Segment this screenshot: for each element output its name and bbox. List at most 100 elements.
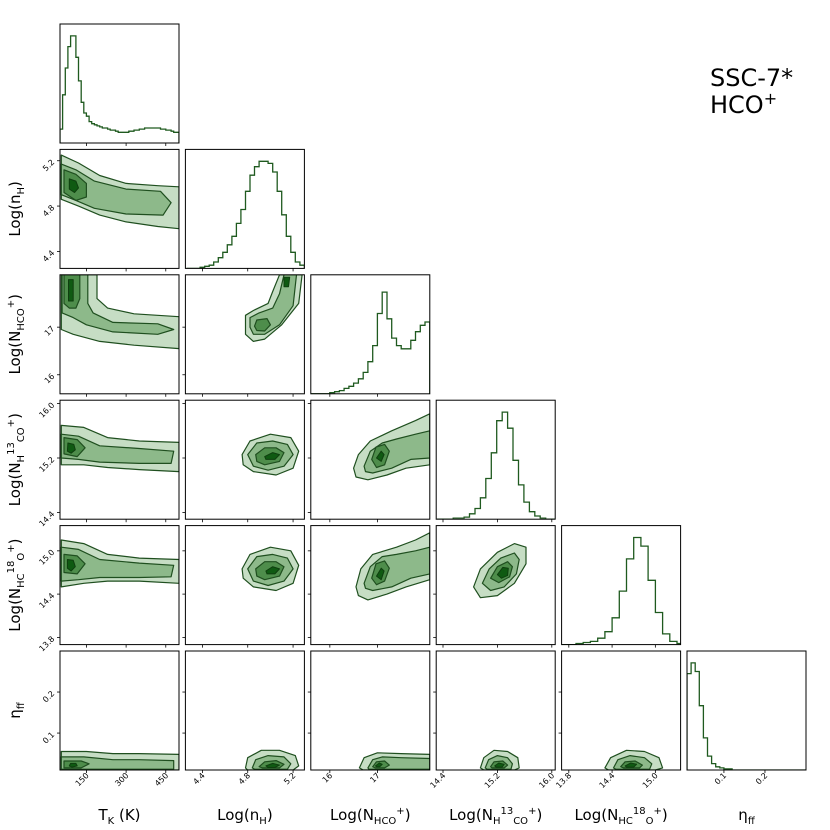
x-axis-label-eta: ηff [738, 806, 756, 827]
x-tick-label-nh13: 15.2 [483, 771, 502, 790]
panel-frame [59, 525, 180, 646]
histogram-eta [687, 662, 806, 770]
contour-level-4 [283, 276, 291, 288]
x-tick-label-nhc18: 13.8 [554, 771, 573, 790]
contour-level-2 [60, 433, 175, 464]
y-axis-label-eta: ηff [6, 701, 27, 719]
panel-frame [59, 148, 180, 269]
y-axis-label-nhc18: Log(NHC18O+) [6, 538, 27, 631]
panel-frame [435, 399, 556, 520]
histogram-nhc18 [561, 536, 681, 645]
contour-nhco-nhc18 [355, 532, 430, 601]
y-tick-label-nh13: 14.4 [37, 509, 56, 528]
y-axis-label-nhco: Log(NHCO+) [6, 294, 27, 375]
contour-level-4 [68, 178, 79, 193]
x-tick-label-nh13: 14.4 [428, 771, 447, 790]
contour-nh-nhc18 [241, 546, 300, 592]
y-tick-label-nhc18: 15.0 [37, 548, 56, 567]
contour-tk-nh [60, 154, 179, 230]
contour-level-2 [60, 756, 175, 770]
contour-level-4 [66, 442, 76, 454]
y-tick-label-nhc18: 13.8 [37, 634, 56, 653]
contour-nh-nh13 [241, 433, 300, 476]
contour-nh13-eta [479, 749, 520, 770]
y-tick-label-nh: 4.8 [41, 203, 56, 218]
x-axis-label-nhco: Log(NHCO+) [330, 806, 411, 827]
x-tick-label-tk: 150 [74, 771, 91, 788]
contour-level-4 [376, 567, 385, 581]
contour-nh-eta [244, 749, 300, 770]
y-tick-label-eta: 0.1 [41, 730, 56, 745]
contour-nhc18-eta [604, 749, 664, 770]
contour-nh13-nhc18 [473, 543, 527, 599]
contour-tk-eta [60, 750, 179, 770]
x-tick-label-nh: 4.4 [191, 771, 206, 786]
y-tick-label-nh: 4.4 [41, 248, 56, 263]
panel-frame [59, 274, 180, 395]
panel-frame [184, 650, 305, 771]
contour-level-4 [264, 452, 280, 460]
x-tick-label-eta: 0.2 [754, 771, 769, 786]
panel-frame [59, 399, 180, 520]
x-tick-label-nhco: 16 [321, 771, 335, 785]
histogram-nh13 [436, 411, 556, 520]
contour-level-2 [60, 546, 175, 582]
panel-frame [184, 399, 305, 520]
contour-level-4 [66, 559, 76, 572]
contour-nhco-eta [358, 752, 430, 770]
y-axis-label-nh: Log(nH) [6, 181, 27, 237]
panel-frame [310, 399, 431, 520]
y-tick-label-nh: 5.2 [41, 158, 56, 173]
contour-level-4 [265, 566, 280, 575]
y-tick-label-nh13: 15.2 [37, 455, 56, 474]
contour-level-2 [61, 274, 175, 335]
x-axis-label-nhc18: Log(NHC18O+) [574, 806, 667, 827]
panel-frame [59, 23, 180, 144]
panel-frame [184, 148, 305, 269]
panel-frame [59, 650, 180, 771]
histogram-tk [60, 35, 179, 143]
panel-frame [561, 650, 682, 771]
contour-level-3 [253, 318, 271, 332]
x-tick-label-tk: 450 [153, 771, 170, 788]
contour-level-4 [68, 762, 78, 768]
panel-frame [310, 650, 431, 771]
contour-nh-nhco [244, 274, 303, 342]
contour-level-4 [624, 762, 638, 768]
x-tick-label-nhc18: 14.4 [598, 771, 617, 790]
x-tick-label-nh13: 16.0 [537, 771, 556, 790]
panel-frame [435, 525, 556, 646]
y-axis-label-nh13: Log(NH13CO+) [6, 413, 27, 506]
axis-labels-layer: 150 300 450 TK (K) 4.4 4.8 5.2 Log(nH) 16 17 Log(N… [6, 158, 769, 827]
y-tick-label-nhco: 16 [43, 372, 57, 386]
panel-frame [686, 650, 807, 771]
contour-tk-nhc18 [60, 539, 179, 588]
title-line-2: HCO+ [710, 89, 777, 119]
x-tick-label-tk: 300 [113, 771, 130, 788]
panel-frame [435, 650, 556, 771]
x-tick-label-nhco: 17 [368, 771, 382, 785]
histogram-nhco [310, 291, 430, 394]
x-axis-label-tk: TK (K) [97, 806, 140, 827]
contour-level-4 [265, 762, 280, 768]
x-axis-label-nh13: Log(NH13CO+) [449, 806, 542, 827]
contour-nhco-nh13 [353, 413, 430, 481]
x-tick-label-nh: 5.2 [282, 771, 297, 786]
contour-tk-nh13 [60, 424, 179, 473]
contour-level-4 [496, 566, 509, 579]
histogram-nh [186, 160, 305, 269]
panel-frame [310, 274, 431, 395]
y-tick-label-nhc18: 14.4 [37, 591, 56, 610]
x-axis-label-nh: Log(nH) [217, 806, 273, 827]
panel-frame [310, 525, 431, 646]
y-tick-label-eta: 0.2 [41, 689, 56, 704]
y-tick-label-nhco: 17 [43, 324, 57, 338]
panel-frame [561, 525, 682, 646]
contour-level-4 [68, 279, 74, 302]
contour-level-4 [376, 450, 385, 462]
panels-layer [57, 23, 807, 773]
contour-tk-nhco [60, 274, 179, 350]
contour-level-4 [494, 762, 505, 768]
contour-level-4 [375, 762, 383, 768]
